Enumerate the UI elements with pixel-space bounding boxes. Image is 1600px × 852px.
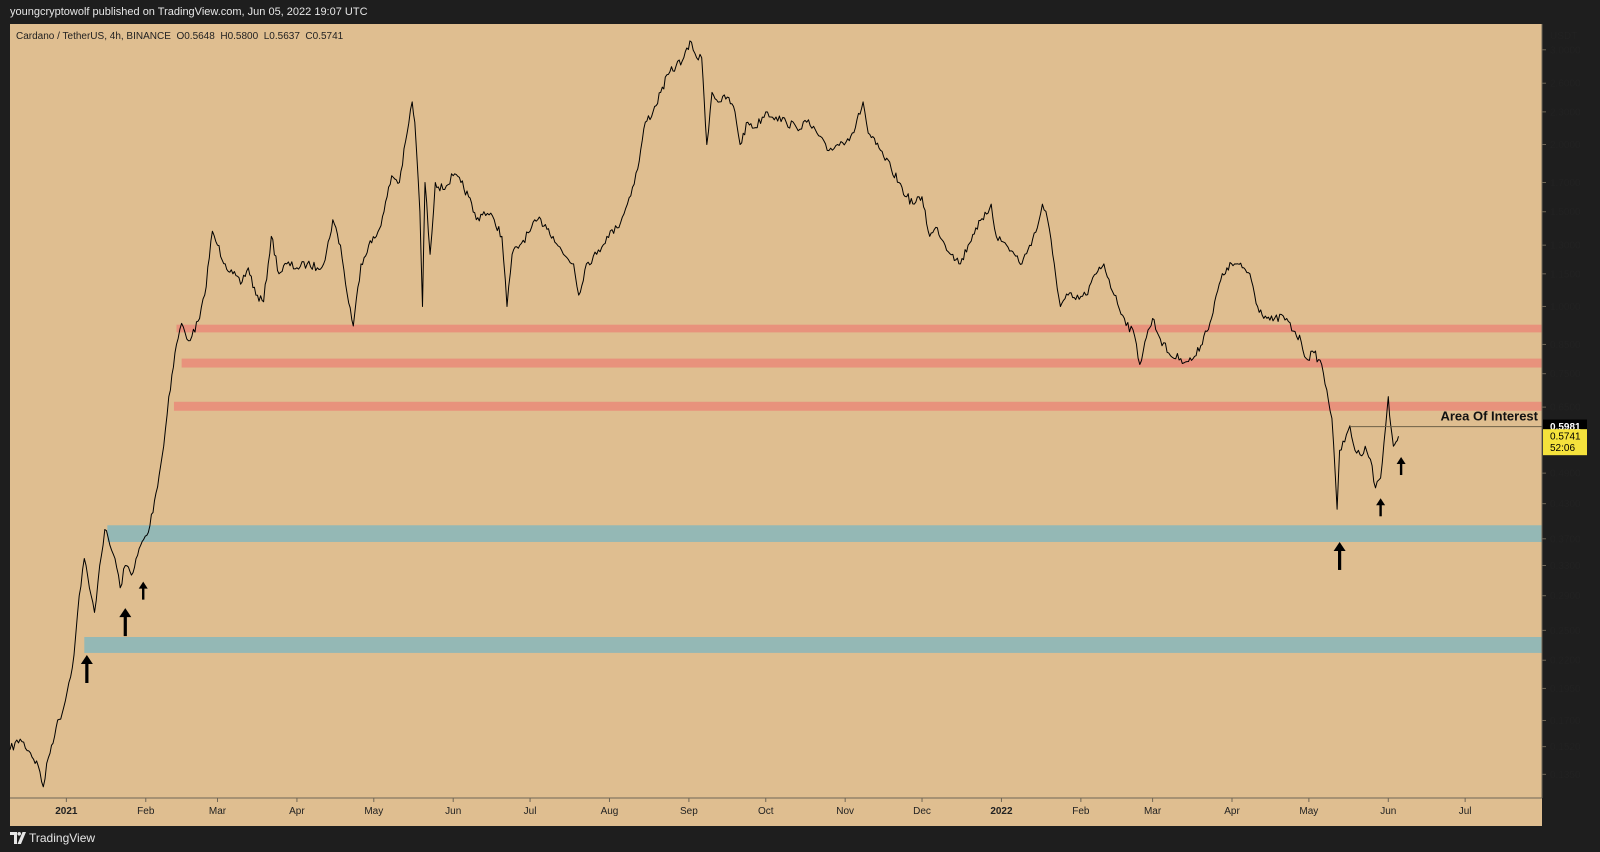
x-tick-label: Jul [1459, 806, 1472, 817]
x-tick-label: Oct [758, 806, 774, 817]
symbol-ohlc-line: Cardano / TetherUS, 4h, BINANCE O0.5648 … [16, 31, 344, 42]
last-price-tag [1543, 429, 1587, 456]
y-tick-label: 1.5000 [1550, 207, 1581, 218]
up-arrow-head [1396, 457, 1406, 465]
y-tick-label: 0.1520 [1550, 742, 1581, 753]
y-tick-label: 0.1950 [1550, 684, 1581, 695]
y-tick-label: 2.6000 [1550, 79, 1581, 90]
y-tick-label: 0.6500 [1550, 403, 1581, 414]
tradingview-logo-icon [10, 832, 26, 844]
up-arrow-head [138, 581, 148, 589]
up-arrow-head [119, 608, 132, 618]
y-tick-label: 0.2500 [1550, 626, 1581, 637]
x-tick-label: Aug [601, 806, 619, 817]
x-tick-label: Jun [445, 806, 461, 817]
up-arrow-icon [119, 608, 132, 637]
resistance-zone-2 [173, 401, 1543, 411]
y-tick-label: 0.7500 [1550, 369, 1581, 380]
plot-background [10, 24, 1542, 826]
area-of-interest-label: Area Of Interest [1440, 409, 1538, 424]
y-tick-label: 0.2900 [1550, 591, 1581, 602]
up-arrow-icon [138, 581, 148, 600]
price-series-line [9, 40, 1399, 788]
y-tick-label: 3.0000 [1550, 45, 1581, 56]
up-arrow-icon [80, 654, 93, 683]
x-tick-label: 2021 [55, 806, 78, 817]
x-tick-label: Mar [209, 806, 227, 817]
y-tick-label: 0.3700 [1550, 534, 1581, 545]
x-tick-label: Feb [137, 806, 155, 817]
up-arrow-head [1376, 498, 1386, 506]
y-tick-label: 1.7000 [1550, 178, 1581, 189]
up-arrow-icon [1333, 541, 1346, 570]
x-tick-label: Jul [524, 806, 537, 817]
up-arrow-icon [1396, 457, 1406, 476]
x-tick-label: May [1299, 806, 1318, 817]
x-tick-label: Sep [680, 806, 698, 817]
bar-countdown: 52:06 [1550, 443, 1575, 454]
x-tick-label: May [364, 806, 383, 817]
y-tick-label: 2.0000 [1550, 140, 1581, 151]
y-tick-label: 0.3300 [1550, 561, 1581, 572]
y-tick-label: 0.4900 [1550, 469, 1581, 480]
x-tick-label: Apr [289, 806, 305, 817]
support-zone-4 [84, 637, 1542, 653]
x-tick-label: Mar [1144, 806, 1162, 817]
x-tick-label: Nov [836, 806, 854, 817]
marker-price-value: 0.5981 [1550, 422, 1581, 433]
currency-label: USDT [1550, 31, 1577, 42]
y-tick-label: 0.1700 [1550, 716, 1581, 727]
y-tick-label: 0.2200 [1550, 656, 1581, 667]
brand-footer: TradingView [0, 826, 1600, 852]
resistance-zone-1 [181, 358, 1542, 368]
resistance-zone-0 [176, 324, 1543, 333]
y-tick-label: 0.1350 [1550, 770, 1581, 781]
x-tick-label: Apr [1224, 806, 1240, 817]
last-price-value: 0.5741 [1550, 432, 1581, 443]
y-tick-label: 1.1500 [1550, 269, 1581, 280]
y-tick-label: 1.3000 [1550, 241, 1581, 252]
support-zone-3 [107, 525, 1542, 542]
publish-info: youngcryptowolf published on TradingView… [10, 6, 368, 18]
y-tick-label: 0.8500 [1550, 340, 1581, 351]
up-arrow-head [80, 654, 93, 664]
y-tick-label: 2.3000 [1550, 107, 1581, 118]
x-tick-label: Feb [1072, 806, 1090, 817]
y-tick-label: 0.4300 [1550, 499, 1581, 510]
x-tick-label: 2022 [990, 806, 1013, 817]
y-tick-label: 1.0000 [1550, 302, 1581, 313]
publish-info-bar: youngcryptowolf published on TradingView… [0, 0, 1600, 24]
up-arrow-icon [1376, 498, 1386, 517]
x-tick-label: Dec [913, 806, 931, 817]
x-tick-label: Jun [1380, 806, 1396, 817]
tradingview-brand: TradingView [29, 831, 96, 845]
up-arrow-head [1333, 541, 1346, 551]
